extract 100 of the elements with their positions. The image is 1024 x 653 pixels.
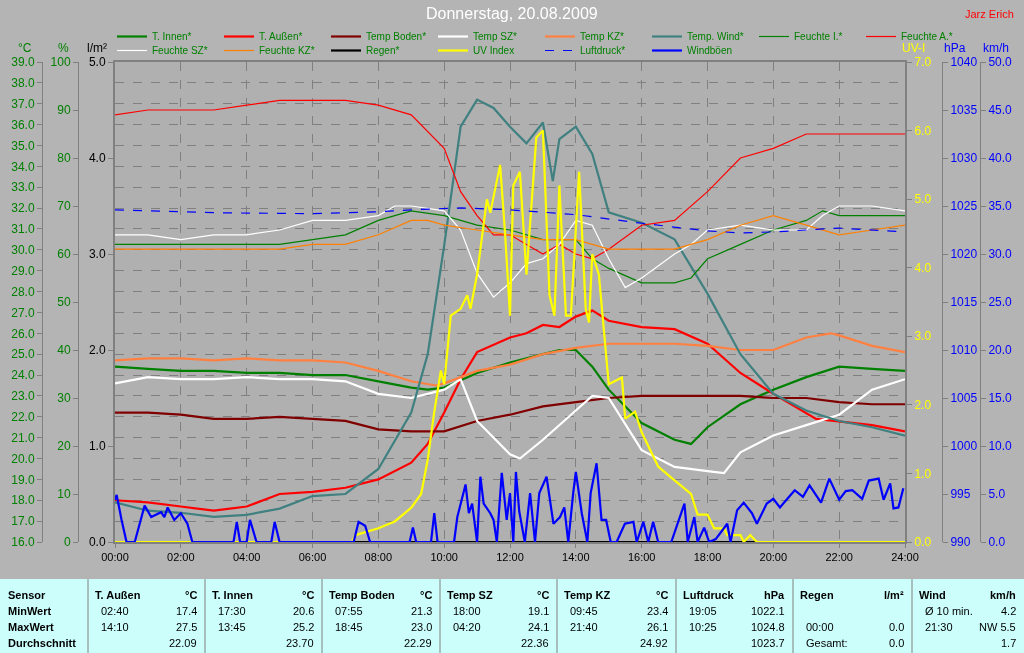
text: 22.09	[169, 637, 197, 649]
x-tick-label: 20:00	[759, 551, 788, 564]
y3-tick-label: 1.0	[88, 439, 106, 454]
y-tick-label: 23.0	[11, 389, 35, 404]
legend-label: Feuchte I.*	[794, 31, 843, 43]
text: 1024.8	[751, 621, 785, 633]
y2-tick-label: 30	[57, 391, 71, 406]
y-tick-label: 37.0	[11, 96, 35, 111]
legend-label: Temp SZ*	[473, 31, 518, 43]
y-tick-label: 27.0	[11, 305, 35, 320]
text: 19:05	[689, 605, 717, 617]
text: 09:45	[570, 605, 598, 617]
y3-tick-label: 4.0	[88, 151, 106, 166]
x-tick-label: 24:00	[891, 551, 919, 564]
y2-tick-label: 1030	[950, 151, 978, 166]
y-axis-title: °C	[18, 41, 32, 55]
y3-tick-label: 5.0	[88, 55, 106, 70]
y3-tick-label: 20.0	[988, 343, 1013, 358]
text: 24.92	[640, 637, 668, 649]
x-tick-label: 18:00	[693, 551, 722, 564]
x-tick-label: 14:00	[562, 551, 590, 564]
y-axis-title: UV-I	[902, 41, 926, 55]
y-tick-label: 29.0	[11, 263, 35, 278]
text: 22.36	[521, 637, 549, 649]
text: 07:55	[335, 605, 363, 617]
y3-tick-label: 40.0	[988, 151, 1013, 166]
y2-tick-label: 1010	[950, 343, 978, 358]
y2-tick-label: 10	[57, 487, 71, 502]
text: 23.0	[411, 621, 433, 633]
y-tick-label: 30.0	[11, 243, 35, 258]
y-tick-label: 2.0	[914, 398, 932, 413]
text: 04:20	[453, 621, 481, 633]
legend-label: Luftdruck*	[580, 45, 626, 57]
y2-tick-label: 70	[57, 199, 71, 214]
y3-tick-label: 0.0	[88, 535, 106, 550]
y3-tick-label: 2.0	[88, 343, 106, 358]
x-tick-label: 16:00	[627, 551, 656, 564]
text: 1.7	[1001, 637, 1017, 649]
text: Durchschnitt	[8, 637, 77, 649]
y3-tick-label: 0.0	[988, 535, 1006, 550]
text: 14:10	[101, 621, 129, 633]
y3-tick-label: 30.0	[988, 247, 1013, 262]
y2-tick-label: 990	[950, 535, 971, 550]
text: Luftdruck	[683, 589, 735, 601]
y-tick-label: 32.0	[11, 201, 35, 216]
text: 25.2	[293, 621, 315, 633]
text: 26.1	[647, 621, 669, 633]
y-tick-label: 0.0	[914, 535, 932, 550]
text: 19.1	[528, 605, 550, 617]
y-tick-label: 6.0	[914, 123, 932, 138]
legend-label: Temp Boden*	[366, 31, 427, 43]
y2-tick-label: 90	[57, 103, 71, 118]
y2-axis-title: hPa	[944, 41, 966, 55]
text: 18:00	[453, 605, 481, 617]
text: T. Innen	[212, 589, 254, 601]
y-tick-label: 19.0	[11, 472, 35, 487]
legend-label: T. Außen*	[259, 31, 303, 43]
y-tick-label: 36.0	[11, 117, 35, 132]
text: °C	[302, 589, 315, 601]
text: MaxWert	[8, 621, 54, 633]
text: °C	[185, 589, 198, 601]
y-tick-label: 1.0	[914, 466, 932, 481]
text: Temp KZ	[564, 589, 611, 601]
y2-tick-label: 60	[57, 247, 71, 262]
text: Temp SZ	[447, 589, 493, 601]
y3-tick-label: 15.0	[988, 391, 1013, 406]
text: Temp Boden	[329, 589, 396, 601]
y-tick-label: 22.0	[11, 409, 35, 424]
text: Jarz Erich	[965, 8, 1014, 20]
y-tick-label: 16.0	[11, 535, 35, 550]
y3-tick-label: 10.0	[988, 439, 1013, 454]
legend-label: Temp. Wind*	[687, 31, 744, 43]
text: 27.5	[176, 621, 198, 633]
y2-tick-label: 80	[57, 151, 71, 166]
y-tick-label: 3.0	[914, 329, 932, 344]
text: 00:00	[806, 621, 834, 633]
legend-label: T. Innen*	[152, 31, 192, 43]
y2-tick-label: 1020	[950, 247, 978, 262]
text: 0.0	[889, 637, 905, 649]
text: Ø 10 min.	[925, 605, 973, 617]
text: 0.0	[889, 621, 905, 633]
text: 20.6	[293, 605, 315, 617]
y-tick-label: 33.0	[11, 180, 35, 195]
y-tick-label: 5.0	[914, 192, 932, 207]
y3-tick-label: 5.0	[988, 487, 1006, 502]
text: 4.2	[1001, 605, 1017, 617]
text: Regen	[800, 589, 834, 601]
y-tick-label: 7.0	[914, 55, 932, 70]
legend-label: Feuchte KZ*	[259, 45, 315, 57]
y2-axis-title: %	[58, 41, 69, 55]
y-tick-label: 21.0	[11, 430, 35, 445]
y-tick-label: 20.0	[11, 451, 35, 466]
x-tick-label: 08:00	[364, 551, 393, 564]
text: hPa	[764, 589, 786, 601]
y3-axis-title: l/m²	[87, 41, 107, 55]
y-tick-label: 24.0	[11, 368, 35, 383]
y3-tick-label: 45.0	[988, 103, 1013, 118]
x-tick-label: 10:00	[430, 551, 458, 564]
text: 17:30	[218, 605, 246, 617]
y2-tick-label: 1025	[950, 199, 978, 214]
